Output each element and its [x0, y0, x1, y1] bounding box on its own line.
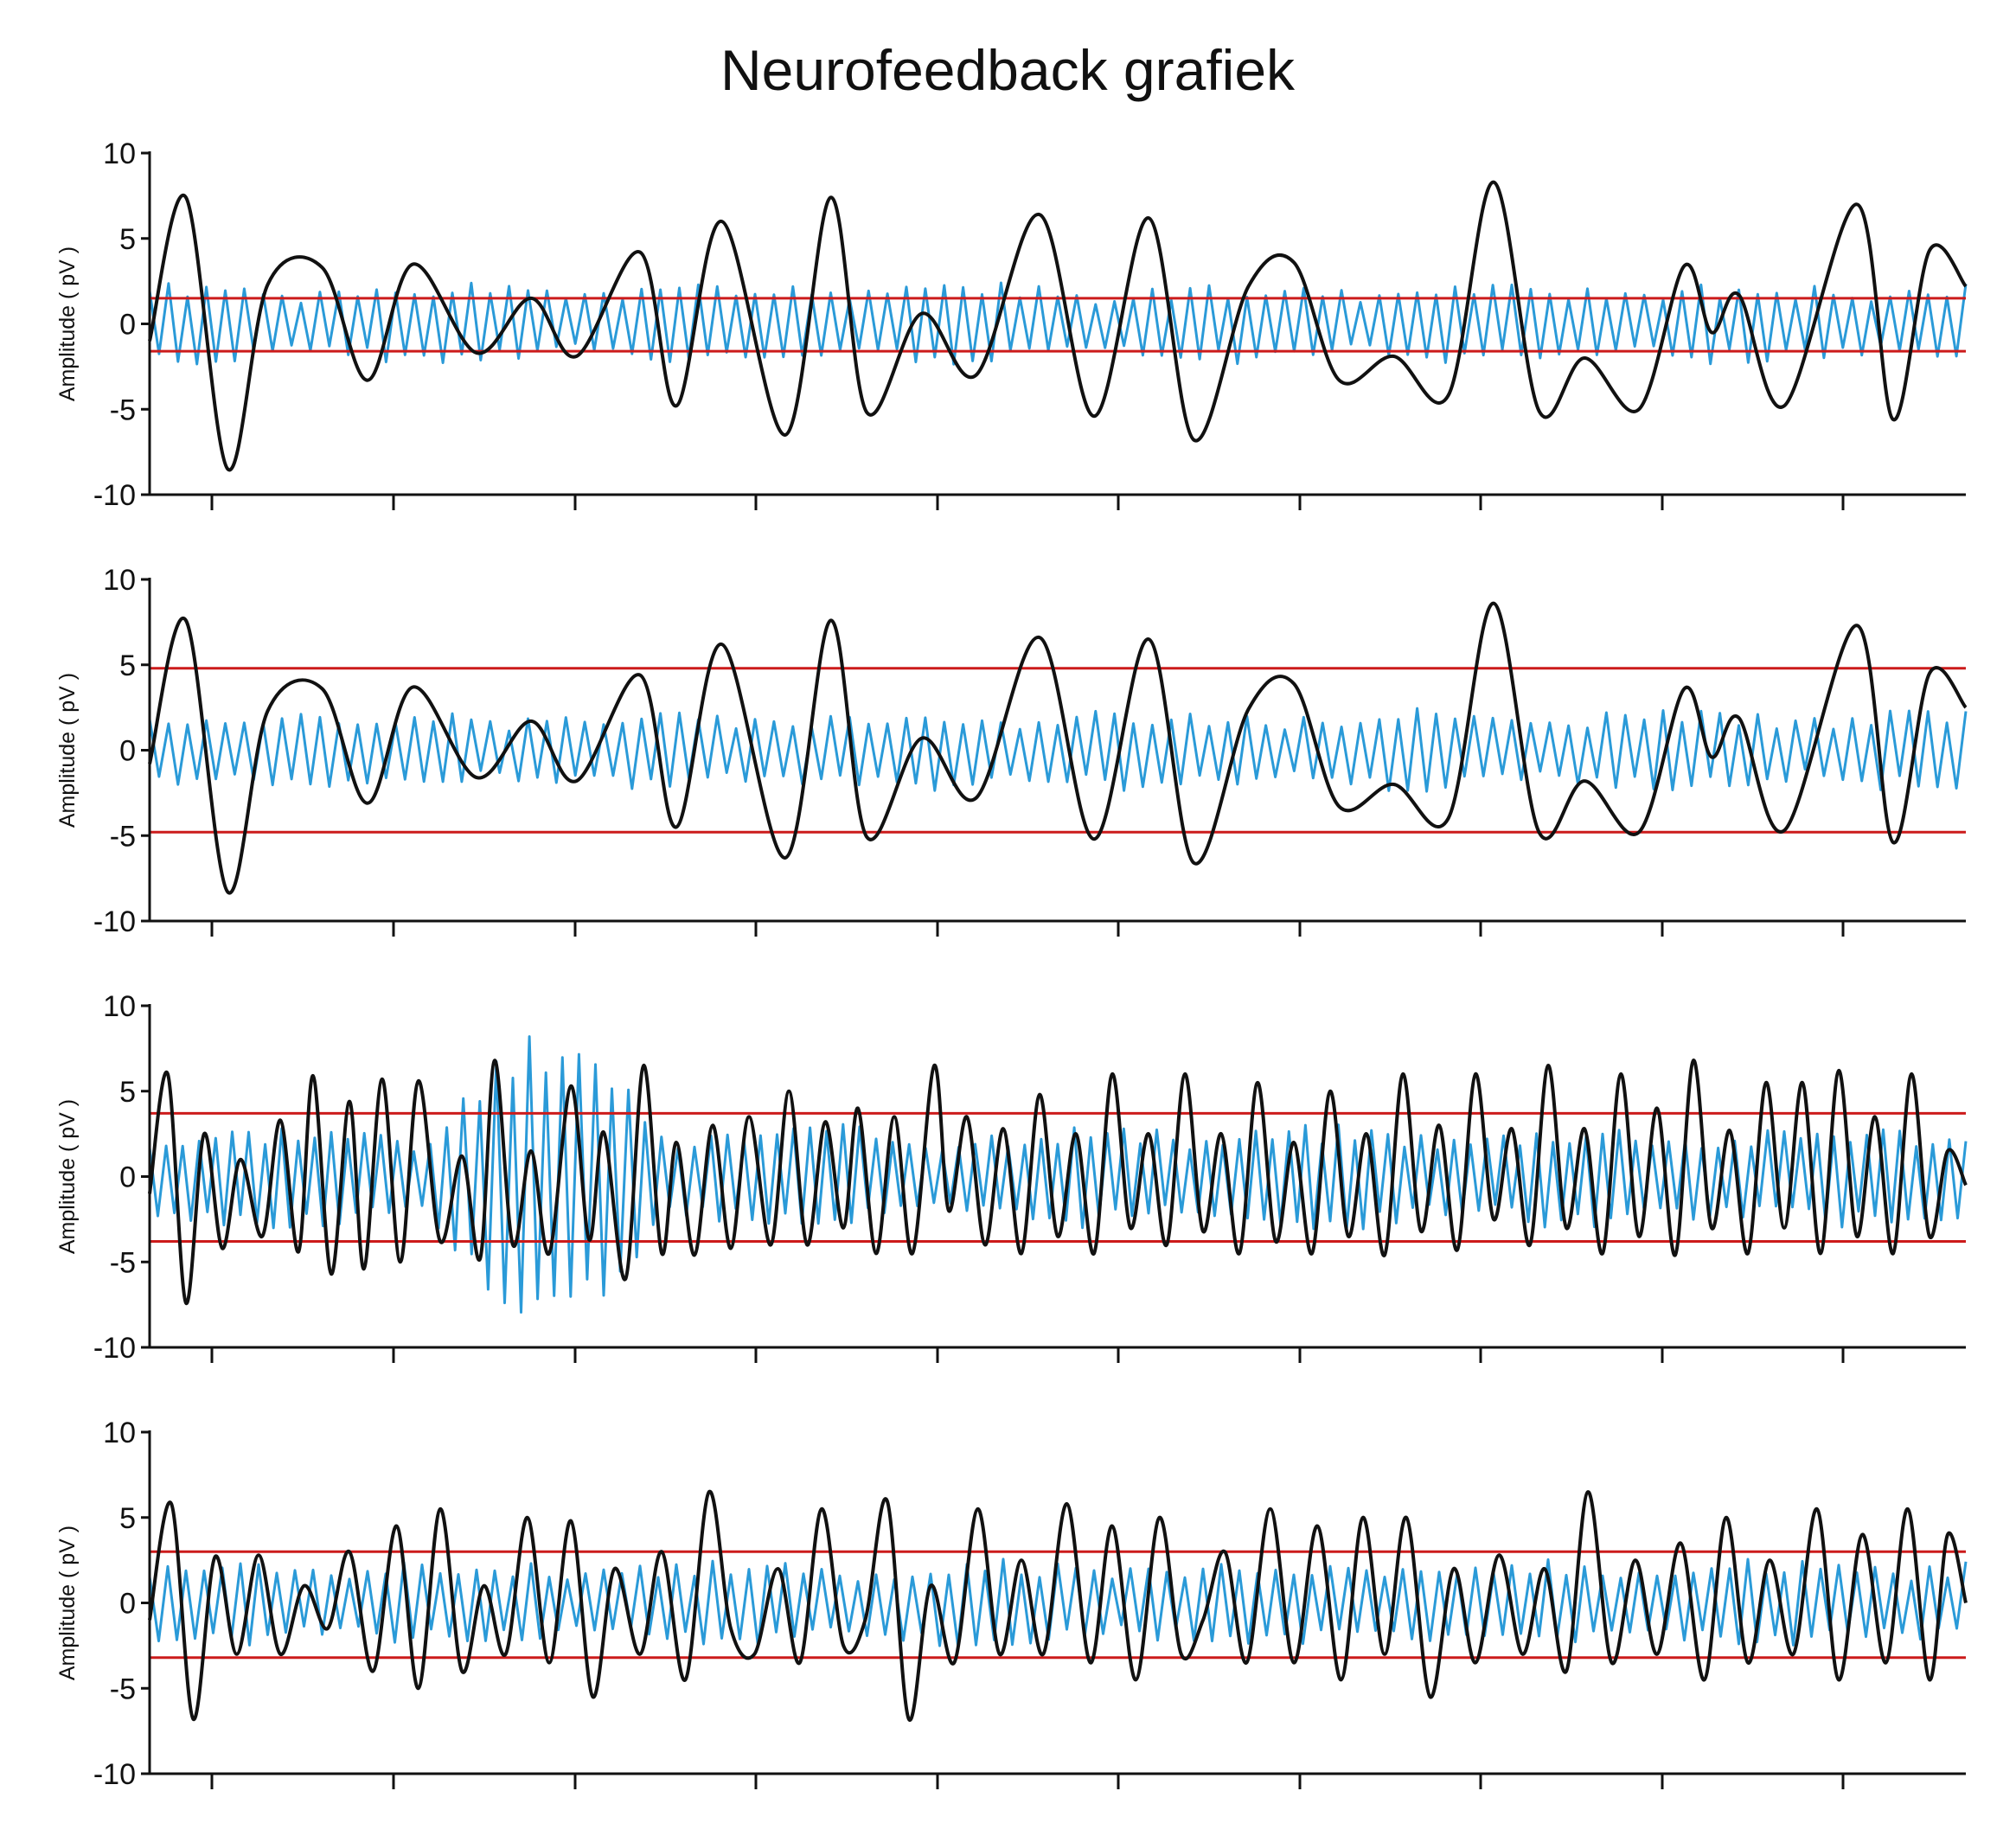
filtered-signal-line	[148, 1490, 1968, 1722]
y-tick-label: -10	[93, 1758, 136, 1791]
filtered-signal-line	[148, 1059, 1968, 1305]
filtered-signal-line	[148, 180, 1968, 472]
y-tick-label: 10	[103, 1417, 136, 1449]
y-tick-label: -5	[110, 820, 136, 853]
y-axis-label: Amplitude ( pV )	[55, 673, 80, 828]
y-tick-label: 10	[103, 138, 136, 170]
y-tick-label: -5	[110, 1246, 136, 1279]
y-tick-label: -10	[93, 479, 136, 512]
y-tick-label: 5	[119, 223, 136, 256]
chart-panel-3: Amplitude ( pV ) 10 5 0 -5 -10	[55, 990, 1968, 1365]
filtered-signal-line	[148, 601, 1968, 895]
y-tick-label: -10	[93, 1332, 136, 1365]
raw-signal-line	[148, 1035, 1968, 1314]
y-tick-label: 10	[103, 990, 136, 1023]
y-tick-label: -10	[93, 905, 136, 938]
chart-panel-4: Amplitude ( pV ) 10 5 0 -5 -10	[55, 1417, 1968, 1791]
chart-panel-1: Amplitude ( pV ) 10 5 0 -5 -10	[55, 138, 1968, 512]
y-tick-label: 0	[119, 1588, 136, 1621]
chart-title: Neurofeedback grafiek	[720, 38, 1296, 102]
y-tick-label: 10	[103, 564, 136, 597]
y-axis-label: Amplitude ( pV )	[55, 1099, 80, 1254]
y-axis-label: Amplitude ( pV )	[55, 246, 80, 401]
y-tick-label: -5	[110, 1673, 136, 1705]
y-tick-label: 5	[119, 649, 136, 682]
y-tick-label: 0	[119, 1161, 136, 1194]
chart-panel-2: Amplitude ( pV ) 10 5 0 -5 -10	[55, 564, 1968, 938]
y-axis-label: Amplitude ( pV )	[55, 1526, 80, 1680]
y-tick-label: 5	[119, 1502, 136, 1535]
raw-signal-line	[148, 281, 1968, 366]
y-tick-label: 5	[119, 1076, 136, 1109]
raw-signal-line	[148, 707, 1968, 793]
y-tick-label: -5	[110, 393, 136, 426]
y-tick-label: 0	[119, 309, 136, 342]
y-tick-label: 0	[119, 735, 136, 768]
